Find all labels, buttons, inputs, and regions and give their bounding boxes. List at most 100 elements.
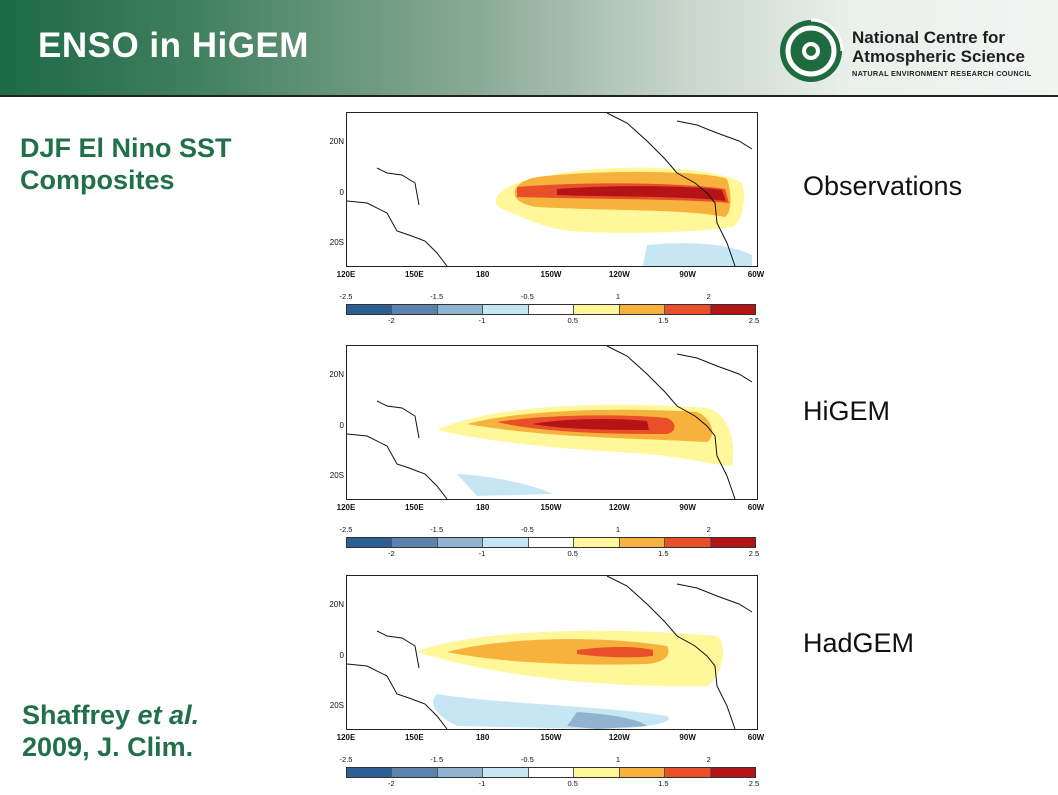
lon-tick-label: 150E (404, 503, 424, 512)
colorbar-tick-label: 2.5 (748, 316, 760, 325)
sst-contour-region (643, 243, 752, 266)
colorbar-tick-label: -2.5 (339, 755, 353, 764)
subtitle-line-2: Composites (20, 165, 175, 195)
colorbar-swatch (710, 305, 755, 314)
lon-tick-label: 120W (608, 733, 630, 742)
citation-author: Shaffrey (22, 700, 138, 730)
lon-tick-label: 90W (679, 733, 696, 742)
coastline (347, 113, 753, 266)
sst-anomaly-field (347, 113, 753, 266)
colorbar-swatch (392, 768, 438, 777)
sst-contour-region (457, 474, 552, 496)
colorbar-swatch (574, 768, 620, 777)
lon-tick-label: 180 (475, 733, 490, 742)
sst-map (346, 345, 758, 500)
subtitle-line-1: DJF El Nino SST (20, 133, 232, 163)
coastline (347, 576, 753, 729)
sst-contour-region (447, 639, 669, 665)
colorbar-swatch (619, 305, 666, 314)
colorbar-tick-label: 1.5 (658, 549, 669, 558)
colorbar-tick-label: 0.5 (567, 549, 578, 558)
sst-anomaly-field (347, 346, 753, 499)
sst-contour-region (532, 419, 649, 430)
slide-title: ENSO in HiGEM (38, 26, 309, 65)
lon-tick-label: 120E (336, 270, 356, 279)
colorbar-tick-label: -1.5 (430, 525, 444, 534)
lon-tick-label: 150E (404, 270, 424, 279)
colorbar-swatch (483, 538, 529, 547)
colorbar-tick-label: 0.5 (567, 316, 578, 325)
colorbar-tick-label: 0.5 (567, 779, 578, 788)
lon-tick-label: 60W (747, 733, 765, 742)
sst-map-panel-observations: 20N 0 20S 120E 150E 180 150W 120W 90W 60W -2.5 -1.5… (322, 112, 772, 327)
colorbar-swatch (710, 768, 755, 777)
lat-tick-label: 0 (339, 651, 344, 660)
colorbar-swatch (574, 305, 620, 314)
colorbar-tick-label: 1 (615, 525, 621, 534)
lat-tick-label: 0 (339, 188, 344, 197)
colorbar-tick-label: -2 (387, 779, 395, 788)
citation-etal: et al. (137, 700, 200, 730)
sst-map (346, 575, 758, 730)
colorbar-tick-label: -2.5 (339, 525, 353, 534)
colorbar-tick-label: 1.5 (658, 779, 669, 788)
colorbar-tick-label: 2 (706, 525, 711, 534)
lon-tick-label: 90W (679, 503, 696, 512)
colorbar-swatch (665, 305, 711, 314)
colorbar-swatch (528, 768, 575, 777)
colorbar-tick-label: -2 (387, 316, 395, 325)
colorbar-swatch (619, 538, 666, 547)
colorbar-swatch (528, 538, 575, 547)
panel-label-observations: Observations (803, 171, 963, 201)
lat-tick-label: 20N (329, 370, 344, 379)
colorbar-swatch (528, 305, 575, 314)
sst-contour-region (557, 186, 726, 201)
colorbar-swatch (574, 538, 620, 547)
ncas-logo: National Centre for Atmospheric Science … (778, 18, 1050, 84)
citation-line-2: 2009, J. Clim. (22, 732, 194, 762)
lon-tick-label: 120W (608, 270, 630, 279)
lon-tick-label: 150W (540, 270, 562, 279)
lon-tick-label: 180 (475, 270, 490, 279)
colorbar-swatch (483, 305, 529, 314)
logo-line-2: Atmospheric Science (852, 47, 1025, 66)
lon-tick-label: 180 (475, 503, 490, 512)
colorbar-tick-label: 2 (706, 755, 711, 764)
panel-label-hadgem: HadGEM (803, 628, 915, 658)
colorbar-swatch (392, 305, 438, 314)
colorbar-tick-label: -1.5 (430, 755, 444, 764)
panel-label-higem: HiGEM (803, 396, 890, 426)
sst-map-panel-higem: 20N 0 20S 120E 150E 180 150W 120W 90W 60W -2.5 -1.5… (322, 345, 772, 565)
lon-tick-label: 150W (540, 503, 562, 512)
lat-tick-label: 0 (339, 421, 344, 430)
lon-tick-label: 150E (404, 733, 424, 742)
lat-tick-label: 20S (329, 238, 344, 247)
colorbar-tick-label: -0.5 (520, 525, 534, 534)
colorbar-tick-label: -1 (478, 316, 486, 325)
citation: Shaffrey et al. 2009, J. Clim. (22, 699, 302, 763)
logo-line-1: National Centre for (852, 28, 1006, 47)
sst-anomaly-field (347, 576, 753, 729)
colorbar-tick-label: -0.5 (520, 292, 534, 301)
colorbar-swatch (665, 538, 711, 547)
lat-tick-label: 20S (329, 471, 344, 480)
colorbar-swatch (483, 768, 529, 777)
colorbar-tick-label: -2.5 (339, 292, 353, 301)
colorbar-swatch (437, 538, 484, 547)
header-divider (0, 95, 1058, 97)
sst-map (346, 112, 758, 267)
sst-contour-region (577, 647, 653, 658)
colorbar-tick-label: 1 (615, 292, 621, 301)
colorbar-swatch (710, 538, 755, 547)
colorbar-tick-label: 2 (706, 292, 711, 301)
sst-contour-region (567, 712, 647, 729)
slide-header: ENSO in HiGEM National Centre for Atmosp… (0, 0, 1058, 96)
colorbar-swatch (347, 305, 393, 314)
colorbar-swatch (392, 538, 438, 547)
colorbar-tick-label: 1 (615, 755, 621, 764)
lon-tick-label: 120E (336, 503, 356, 512)
lon-tick-label: 60W (747, 270, 765, 279)
colorbar-tick-label: 2.5 (748, 779, 760, 788)
sst-map-panel-hadgem: 20N 0 20S 120E 150E 180 150W 120W 90W 60W -2.5 -1.5… (322, 575, 772, 795)
colorbar-tick-label: 2.5 (748, 549, 760, 558)
